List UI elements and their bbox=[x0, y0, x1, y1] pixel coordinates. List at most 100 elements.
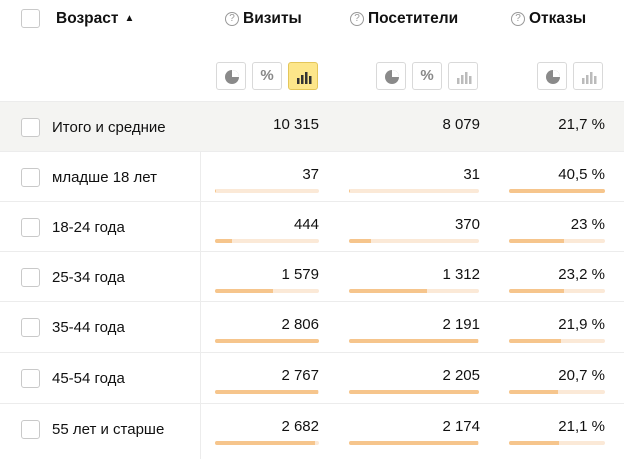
bar-chart-icon bbox=[582, 72, 597, 84]
bounce-value: 20,7 % bbox=[558, 367, 605, 384]
bounce-value: 40,5 % bbox=[558, 166, 605, 183]
visits-value: 444 bbox=[293, 216, 319, 233]
dimension-title: Возраст bbox=[56, 10, 119, 27]
visits-bar bbox=[215, 390, 319, 394]
bounce-bar bbox=[509, 339, 605, 343]
row-label: 45-54 года bbox=[52, 370, 125, 387]
visitors-bar-fill bbox=[349, 390, 479, 394]
visitors-bar-fill bbox=[349, 339, 478, 343]
table-row-total[interactable]: Итого и средние 10 315 8 079 21,7 % bbox=[0, 101, 624, 151]
bounce-bar bbox=[509, 189, 605, 193]
visits-bar-fill bbox=[215, 390, 318, 394]
visitors-bar-fill bbox=[349, 239, 372, 243]
visitors-bar bbox=[349, 189, 479, 193]
visitors-title: Посетители bbox=[368, 10, 459, 27]
visitors-bar-toggle[interactable] bbox=[448, 62, 478, 90]
row-checkbox[interactable] bbox=[21, 369, 40, 388]
select-all-checkbox[interactable] bbox=[21, 9, 40, 28]
bar-chart-icon bbox=[457, 72, 472, 84]
visitors-value: 1 312 bbox=[442, 266, 480, 283]
visits-bar bbox=[215, 339, 319, 343]
sort-asc-icon[interactable]: ▲ bbox=[124, 13, 135, 24]
visits-bar bbox=[215, 289, 319, 293]
visitors-bar-fill bbox=[349, 289, 427, 293]
bounce-value: 21,7 % bbox=[558, 116, 605, 133]
pie-chart-icon bbox=[385, 70, 399, 84]
visitors-pie-toggle[interactable] bbox=[376, 62, 406, 90]
visits-bar-fill bbox=[215, 239, 232, 243]
visitors-percent-toggle[interactable]: % bbox=[412, 62, 442, 90]
bounce-bar-fill bbox=[509, 441, 559, 445]
column-divider bbox=[200, 0, 201, 459]
visits-bar bbox=[215, 189, 319, 193]
row-label: 35-44 года bbox=[52, 319, 125, 336]
row-checkbox[interactable] bbox=[21, 218, 40, 237]
bounce-value: 23,2 % bbox=[558, 266, 605, 283]
visitors-bar bbox=[349, 441, 479, 445]
bounce-value: 23 % bbox=[570, 216, 605, 233]
visits-value: 37 bbox=[302, 166, 319, 183]
bounce-bar bbox=[509, 441, 605, 445]
bounce-bar-toggle[interactable] bbox=[573, 62, 603, 90]
table-row[interactable]: 25-34 года 1 579 1 312 23,2 % bbox=[0, 251, 624, 301]
help-icon[interactable]: ? bbox=[350, 12, 364, 26]
bounce-value: 21,1 % bbox=[558, 418, 605, 435]
help-icon[interactable]: ? bbox=[225, 12, 239, 26]
visits-value: 10 315 bbox=[273, 116, 319, 133]
visits-percent-toggle[interactable]: % bbox=[252, 62, 282, 90]
help-icon[interactable]: ? bbox=[511, 12, 525, 26]
bar-chart-icon bbox=[297, 72, 312, 84]
bounce-bar-fill bbox=[509, 239, 564, 243]
visits-value: 2 806 bbox=[281, 316, 319, 333]
table-row[interactable]: 45-54 года 2 767 2 205 20,7 % bbox=[0, 352, 624, 402]
bounce-pie-toggle[interactable] bbox=[537, 62, 567, 90]
row-checkbox[interactable] bbox=[21, 168, 40, 187]
table-row[interactable]: 18-24 года 444 370 23 % bbox=[0, 201, 624, 251]
row-checkbox[interactable] bbox=[21, 318, 40, 337]
visitors-value: 2 174 bbox=[442, 418, 480, 435]
visitors-value: 2 205 bbox=[442, 367, 480, 384]
row-label: младше 18 лет bbox=[52, 169, 158, 186]
row-checkbox[interactable] bbox=[21, 118, 40, 137]
pie-chart-icon bbox=[546, 70, 560, 84]
table-row[interactable]: младше 18 лет 37 31 40,5 % bbox=[0, 151, 624, 201]
bounce-bar bbox=[509, 390, 605, 394]
visitors-bar bbox=[349, 339, 479, 343]
visits-bar-fill bbox=[215, 289, 274, 293]
visits-bar-fill bbox=[215, 189, 217, 193]
visitors-bar bbox=[349, 289, 479, 293]
visits-value: 2 767 bbox=[281, 367, 319, 384]
visits-value: 1 579 bbox=[281, 266, 319, 283]
table-row[interactable]: 35-44 года 2 806 2 191 21,9 % bbox=[0, 301, 624, 351]
visitors-header[interactable]: ? Посетители bbox=[350, 10, 458, 28]
bounce-header[interactable]: ? Отказы bbox=[511, 10, 586, 28]
percent-icon: % bbox=[420, 67, 434, 84]
visitors-value: 2 191 bbox=[442, 316, 480, 333]
visits-header[interactable]: ? Визиты bbox=[225, 10, 302, 28]
bounce-bar-fill bbox=[509, 390, 558, 394]
visitors-value: 8 079 bbox=[442, 116, 480, 133]
visitors-bar-fill bbox=[349, 441, 478, 445]
bounce-bar-fill bbox=[509, 339, 561, 343]
visitors-bar bbox=[349, 239, 479, 243]
visitors-value: 31 bbox=[463, 166, 480, 183]
visits-bar-fill bbox=[215, 441, 315, 445]
bounce-bar-fill bbox=[509, 189, 605, 193]
visits-pie-toggle[interactable] bbox=[216, 62, 246, 90]
bounce-title: Отказы bbox=[529, 10, 587, 27]
visits-value: 2 682 bbox=[281, 418, 319, 435]
percent-icon: % bbox=[260, 67, 274, 84]
table-header: Возраст ▲ ? Визиты ? Посетители ? Отказы % % bbox=[0, 0, 624, 101]
dimension-header[interactable]: Возраст ▲ bbox=[56, 10, 134, 28]
bounce-bar bbox=[509, 239, 605, 243]
visits-bar bbox=[215, 441, 319, 445]
row-checkbox[interactable] bbox=[21, 268, 40, 287]
row-label: 18-24 года bbox=[52, 219, 125, 236]
visitors-value: 370 bbox=[454, 216, 480, 233]
visitors-bar bbox=[349, 390, 479, 394]
visits-bar-toggle[interactable] bbox=[288, 62, 318, 90]
table-row[interactable]: 55 лет и старше 2 682 2 174 21,1 % bbox=[0, 403, 624, 453]
bounce-bar bbox=[509, 289, 605, 293]
row-checkbox[interactable] bbox=[21, 420, 40, 439]
row-label: Итого и средние bbox=[52, 119, 166, 136]
